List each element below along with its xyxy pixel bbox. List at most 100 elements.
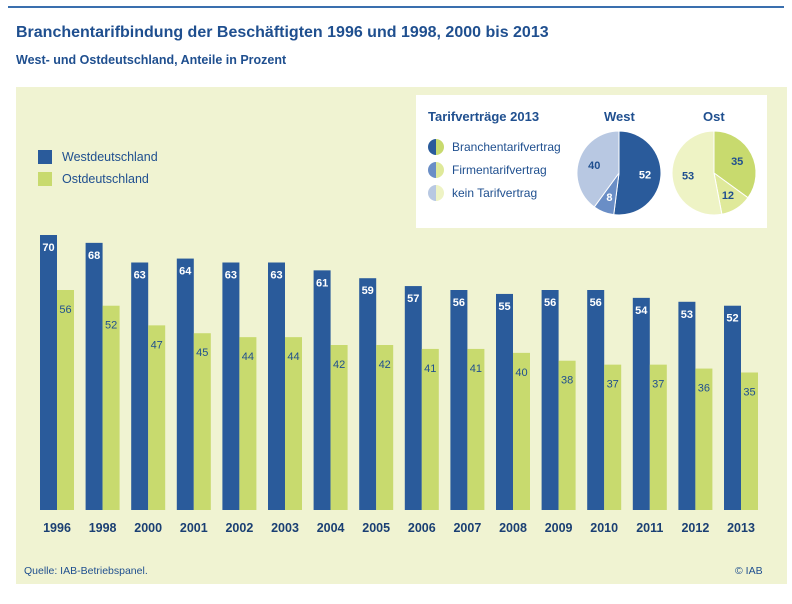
bar-ost-2009 — [558, 360, 576, 510]
legend-swatch-west — [38, 150, 52, 164]
bar-label-ost-1996: 56 — [59, 304, 71, 316]
bar-ost-2003 — [285, 337, 302, 510]
bar-west-2012 — [678, 301, 696, 510]
pie-west-slice-label-2: 40 — [588, 160, 600, 172]
bar-west-2003 — [268, 262, 285, 510]
pie-legend-item-firmen: Firmentarifvertrag — [428, 162, 547, 178]
x-tick-2008: 2008 — [499, 521, 527, 535]
bar-ost-2008 — [513, 352, 530, 510]
bar-label-west-2002: 63 — [225, 270, 237, 282]
bar-west-2005 — [359, 278, 377, 510]
bar-west-2010 — [587, 290, 605, 510]
legend: Westdeutschland Ostdeutschland — [38, 146, 158, 190]
pie-west-slice-label-0: 52 — [639, 170, 651, 182]
bar-label-west-1996: 70 — [42, 242, 54, 254]
bar-ost-2007 — [467, 348, 485, 510]
bar-label-west-2012: 53 — [681, 309, 693, 321]
bar-label-ost-1998: 52 — [105, 320, 117, 332]
x-tick-2000: 2000 — [134, 521, 162, 535]
pie-legend-icon-kein — [428, 185, 444, 201]
bar-label-west-2006: 57 — [407, 293, 419, 305]
bar-ost-2011 — [649, 364, 667, 510]
bar-ost-2012 — [695, 368, 713, 510]
legend-label-west: Westdeutschland — [62, 150, 158, 164]
pie-legend-icon-firmen — [428, 162, 444, 178]
x-tick-1996: 1996 — [43, 521, 71, 535]
bar-west-1998 — [85, 242, 103, 510]
bar-west-2013 — [724, 305, 741, 510]
bar-label-west-2005: 59 — [362, 285, 374, 297]
legend-item-west: Westdeutschland — [38, 146, 158, 168]
bar-label-ost-2001: 45 — [196, 347, 208, 359]
bar-west-2000 — [131, 262, 149, 510]
pie-ost-slice-label-2: 53 — [682, 170, 694, 182]
bar-label-ost-2005: 42 — [379, 359, 391, 371]
x-tick-2002: 2002 — [225, 521, 253, 535]
chart-title: Branchentarifbindung der Beschäftigten 1… — [16, 24, 549, 41]
bar-ost-2005 — [376, 345, 394, 510]
pie-west-slice-label-1: 8 — [606, 192, 612, 204]
x-tick-2004: 2004 — [317, 521, 345, 535]
x-tick-2001: 2001 — [180, 521, 208, 535]
bar-west-2009 — [541, 290, 559, 510]
pie-inset: 52 8 40 35 12 53 Tarifverträge 2013 West Ost … — [416, 95, 767, 228]
x-tick-2011: 2011 — [636, 521, 663, 535]
x-tick-2005: 2005 — [362, 521, 390, 535]
legend-label-ost: Ostdeutschland — [62, 172, 149, 186]
bar-label-west-2013: 52 — [726, 313, 738, 325]
pie-west-slice-2 — [576, 130, 620, 208]
bar-label-ost-2013: 35 — [743, 387, 755, 399]
bar-west-2002 — [222, 262, 240, 510]
pie-legend-item-branchen: Branchentarifvertrag — [428, 139, 561, 155]
bar-ost-2000 — [148, 325, 166, 510]
bar-label-west-2004: 61 — [316, 277, 328, 289]
bar-label-ost-2011: 37 — [652, 379, 664, 391]
bar-west-2008 — [496, 293, 513, 510]
bar-label-ost-2012: 36 — [698, 383, 710, 395]
bar-ost-2001 — [193, 333, 211, 510]
pie-west-slice-0 — [613, 130, 662, 216]
bar-west-2004 — [313, 270, 331, 510]
pie-legend-item-kein: kein Tarifvertrag — [428, 185, 537, 201]
pie-legend-label-firmen: Firmentarifvertrag — [452, 163, 547, 177]
bar-label-ost-2010: 37 — [607, 379, 619, 391]
pie-ost-title: Ost — [703, 109, 725, 124]
source-note: Quelle: IAB-Betriebspanel. — [24, 565, 148, 577]
x-tick-2013: 2013 — [727, 521, 755, 535]
inset-title: Tarifverträge 2013 — [428, 109, 540, 124]
bar-label-west-2010: 56 — [590, 297, 602, 309]
bar-label-west-2009: 56 — [544, 297, 556, 309]
x-tick-2009: 2009 — [545, 521, 573, 535]
pie-legend-label-kein: kein Tarifvertrag — [452, 186, 538, 200]
bar-label-ost-2002: 44 — [242, 351, 254, 363]
pie-legend-icon-branchen — [428, 139, 444, 155]
copyright: © IAB — [735, 565, 763, 577]
bar-west-2011 — [632, 297, 650, 510]
pie-ost-slice-0 — [713, 130, 757, 199]
bar-label-west-2003: 63 — [270, 270, 282, 282]
legend-swatch-ost — [38, 172, 52, 186]
pie-west-title: West — [604, 109, 635, 124]
pie-legend-label-branchen: Branchentarifvertrag — [452, 140, 561, 154]
x-tick-2007: 2007 — [453, 521, 481, 535]
bar-ost-2004 — [330, 345, 348, 510]
bar-west-2007 — [450, 290, 468, 510]
bar-label-ost-2007: 41 — [470, 363, 482, 375]
bar-west-2006 — [404, 286, 422, 510]
bar-label-west-2000: 63 — [134, 270, 146, 282]
legend-item-ost: Ostdeutschland — [38, 168, 158, 190]
bar-label-west-2011: 54 — [635, 305, 648, 317]
chart-subtitle: West- und Ostdeutschland, Anteile in Pro… — [16, 53, 287, 67]
bar-label-west-2007: 56 — [453, 297, 465, 309]
pie-ost-slice-label-0: 35 — [731, 156, 743, 168]
bar-ost-2013 — [741, 372, 758, 510]
bar-label-west-1998: 68 — [88, 250, 100, 262]
bar-label-ost-2000: 47 — [151, 339, 163, 351]
bar-label-ost-2006: 41 — [424, 363, 436, 375]
top-rule — [8, 6, 784, 8]
bar-ost-2010 — [604, 364, 622, 510]
pie-ost-slice-label-1: 12 — [722, 190, 734, 202]
bar-ost-1998 — [102, 305, 120, 510]
pie-ost-slice-2 — [671, 130, 723, 216]
